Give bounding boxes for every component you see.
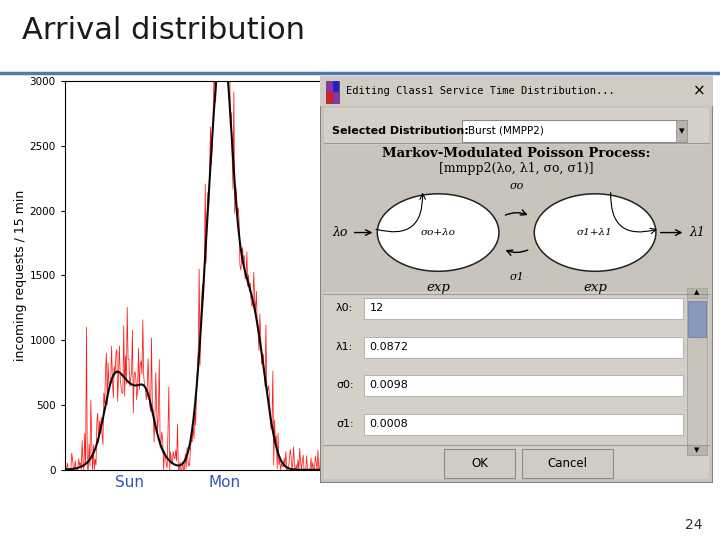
Bar (688, 301, 706, 336)
FancyBboxPatch shape (444, 449, 515, 478)
Text: σo: σo (510, 181, 523, 191)
Text: Cancel: Cancel (548, 457, 588, 470)
Text: Arrival distribution: Arrival distribution (22, 16, 305, 45)
Text: exp: exp (583, 281, 607, 294)
Text: σ0:: σ0: (336, 381, 354, 390)
Bar (364, 414, 683, 435)
Text: λo: λo (333, 226, 348, 239)
Text: ▾: ▾ (678, 126, 684, 136)
Text: σo+λo: σo+λo (420, 228, 456, 237)
Bar (320, 76, 713, 106)
Text: λ0:: λ0: (336, 303, 354, 313)
Bar (326, 92, 333, 103)
Text: Selected Distribution:: Selected Distribution: (332, 126, 469, 136)
Text: λ1:: λ1: (336, 342, 354, 352)
Text: σ1:: σ1: (336, 419, 354, 429)
Ellipse shape (377, 194, 499, 271)
Ellipse shape (534, 194, 656, 271)
Text: 12: 12 (369, 303, 384, 313)
Bar (688, 444, 707, 455)
Bar (688, 288, 707, 298)
Text: Markov-Modulated Poisson Process:: Markov-Modulated Poisson Process: (382, 146, 651, 159)
Text: σ1: σ1 (509, 272, 524, 281)
Text: 0.0872: 0.0872 (369, 342, 408, 352)
Text: 0.0008: 0.0008 (369, 419, 408, 429)
Bar (364, 298, 683, 319)
FancyBboxPatch shape (523, 449, 613, 478)
Text: ×: × (693, 84, 706, 99)
Text: 0.0098: 0.0098 (369, 381, 408, 390)
Text: OK: OK (471, 457, 487, 470)
Bar (333, 82, 339, 92)
Bar (364, 375, 683, 396)
Bar (324, 145, 709, 292)
Text: Burst (MMPP2): Burst (MMPP2) (467, 126, 544, 136)
Bar (462, 120, 685, 142)
Text: 24: 24 (685, 518, 702, 532)
Bar (675, 120, 688, 142)
Bar (326, 82, 339, 103)
Text: exp: exp (426, 281, 450, 294)
Text: λ1: λ1 (689, 226, 705, 239)
Text: Editing Class1 Service Time Distribution...: Editing Class1 Service Time Distribution… (346, 86, 615, 96)
Y-axis label: incoming requests / 15 min: incoming requests / 15 min (14, 190, 27, 361)
Bar (688, 294, 707, 455)
Text: [mmpp2(λo, λ1, σo, σ1)]: [mmpp2(λo, λ1, σo, σ1)] (439, 161, 594, 174)
Bar (364, 336, 683, 357)
Text: σ1+λ1: σ1+λ1 (577, 228, 613, 237)
Text: ▼: ▼ (694, 447, 700, 453)
Text: ▲: ▲ (694, 289, 700, 295)
